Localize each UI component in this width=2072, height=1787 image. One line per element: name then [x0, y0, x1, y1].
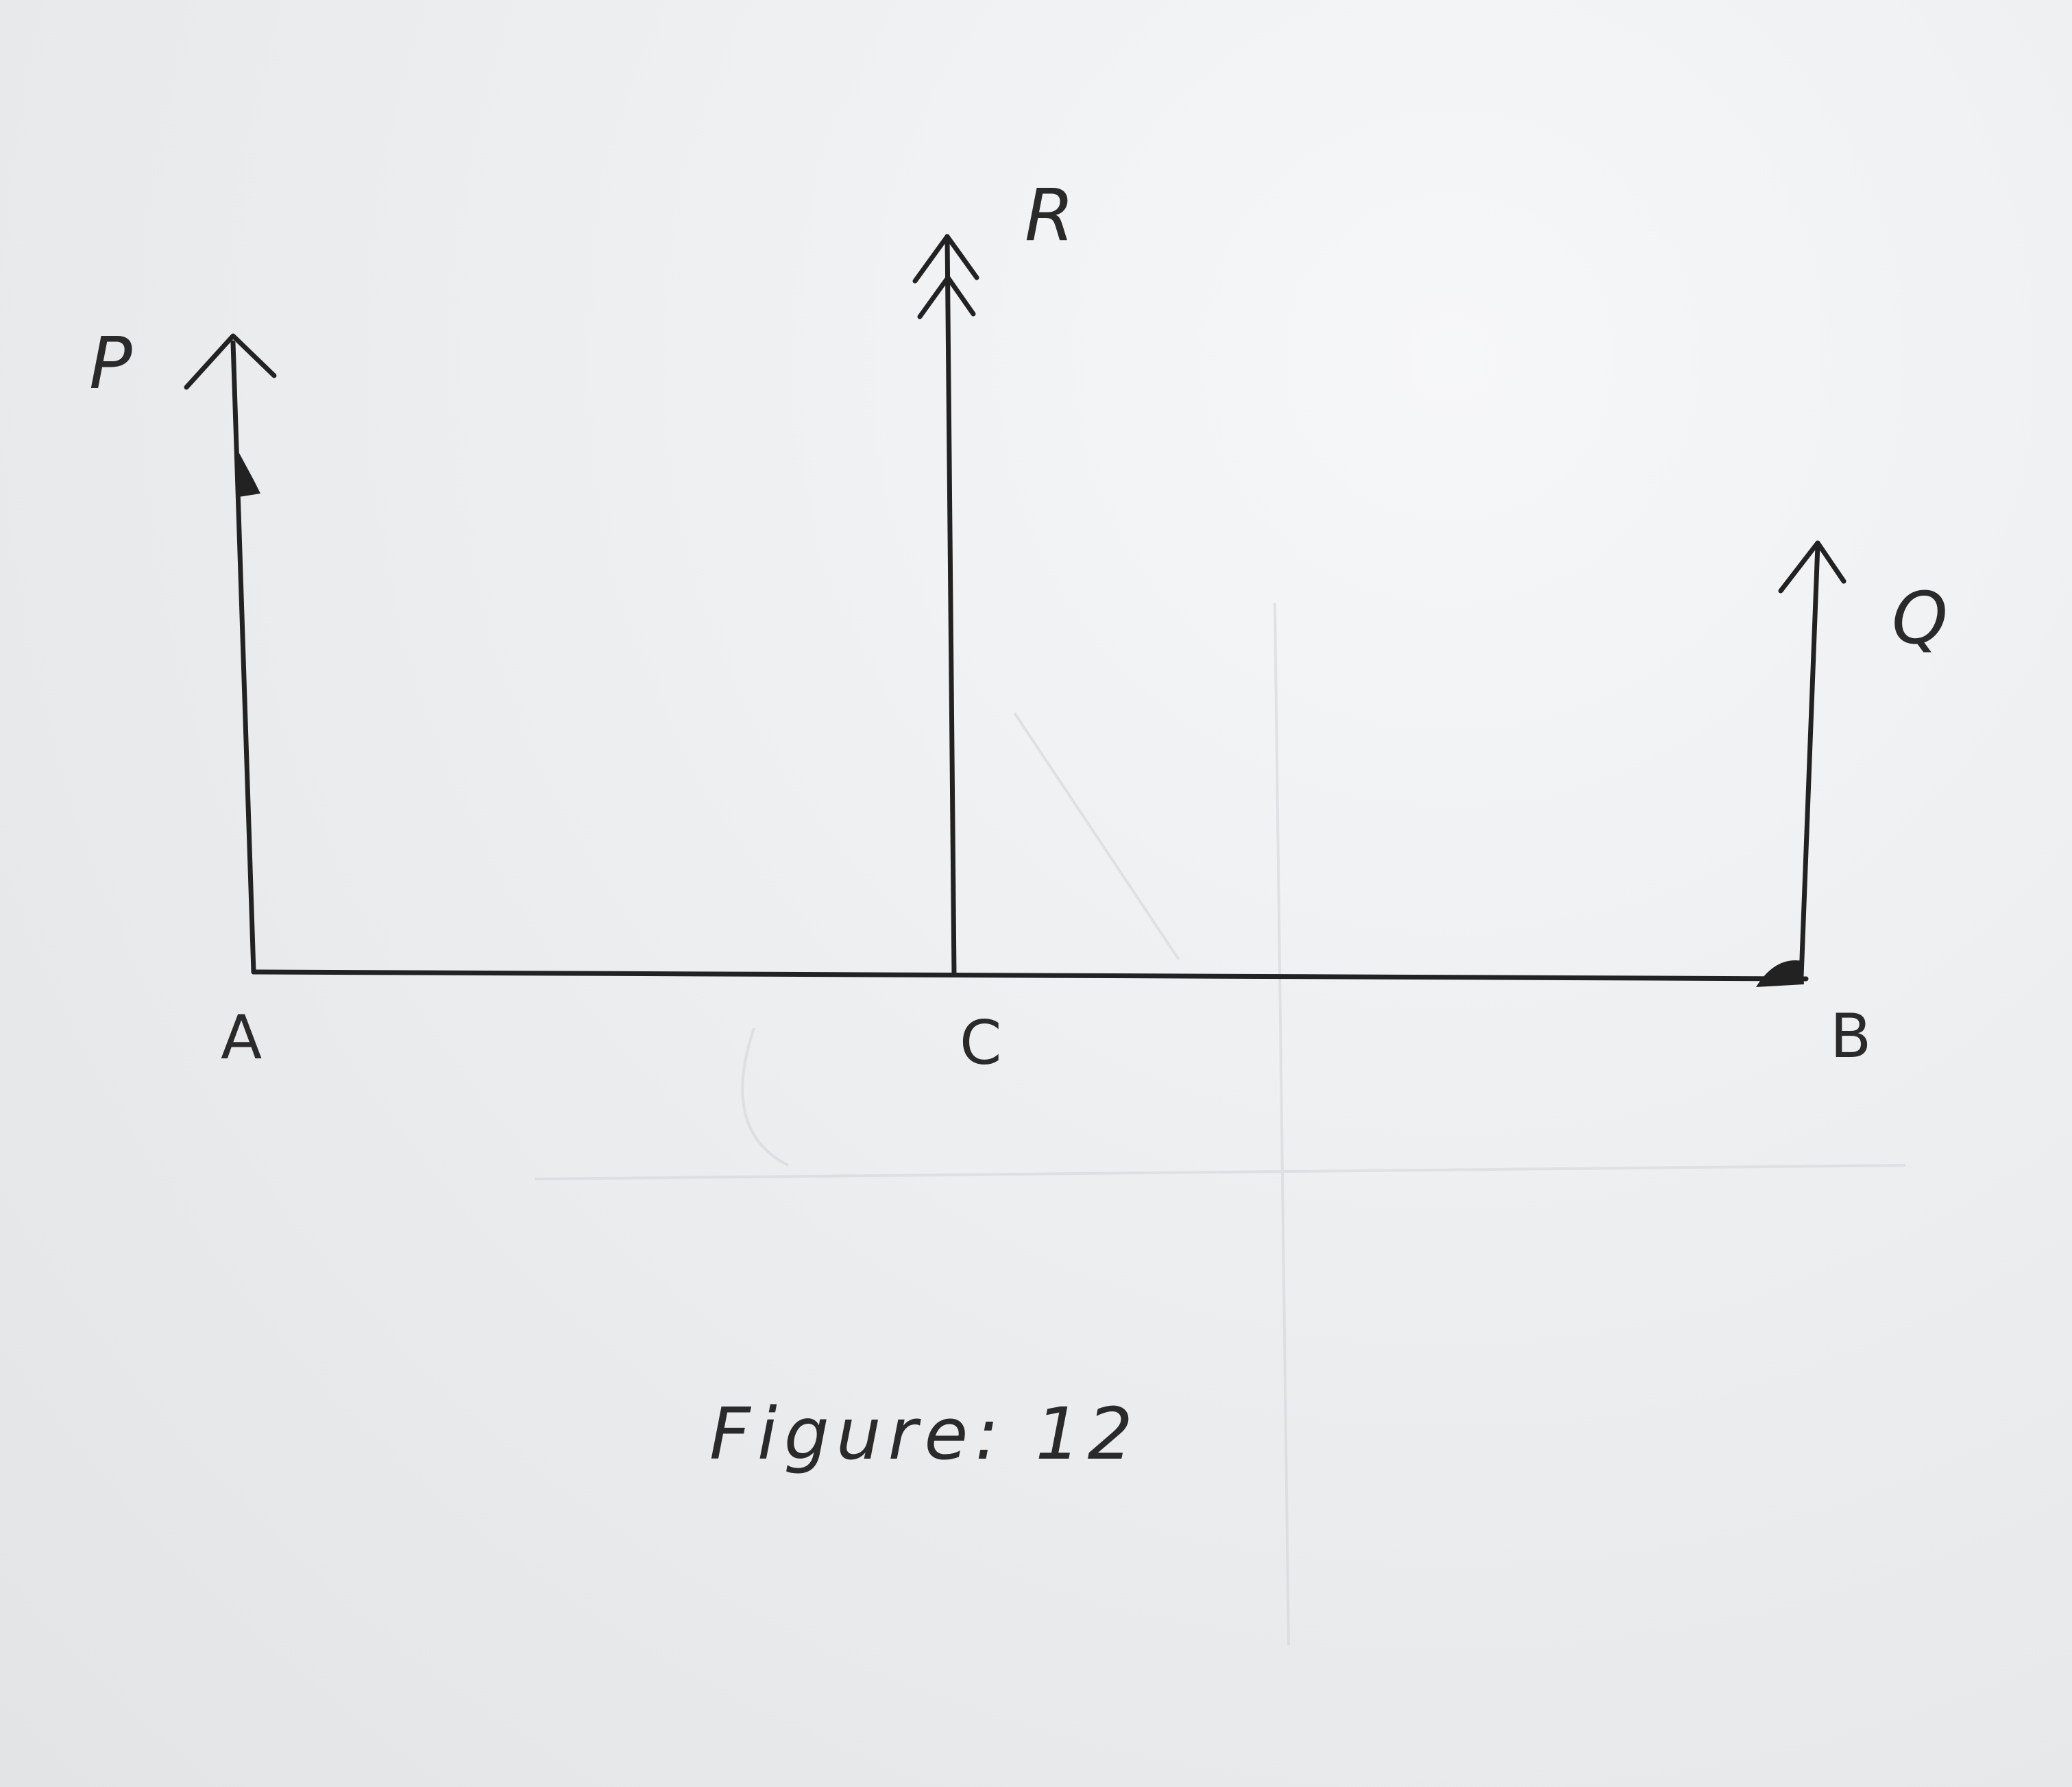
beam-ab — [251, 969, 1809, 982]
paper-show-through — [534, 603, 1906, 1646]
point-label-b: B — [1830, 1001, 1872, 1071]
figure-caption: Figure: 12 — [709, 1392, 1140, 1476]
force-arrow-p — [184, 333, 277, 975]
point-label-a: A — [221, 1002, 263, 1073]
force-arrow-q — [1756, 540, 1846, 987]
force-arrow-r — [912, 234, 979, 977]
point-label-c: C — [960, 1008, 1002, 1078]
force-label-p: P — [89, 321, 132, 405]
force-label-r: R — [1025, 173, 1075, 257]
force-label-q: Q — [1892, 576, 1948, 660]
